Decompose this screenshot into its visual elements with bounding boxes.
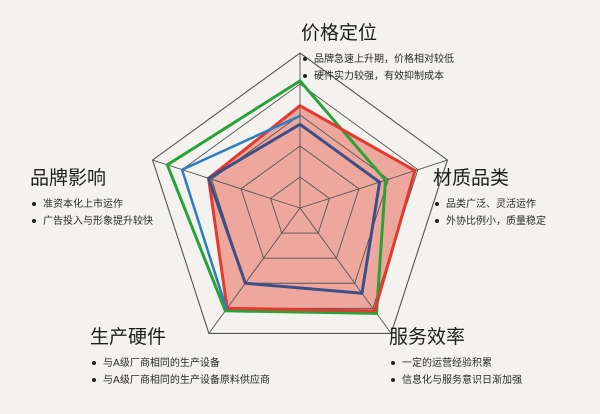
axis-spoke: [208, 207, 301, 334]
annotation-item: 与A级厂商相同的生产设备: [90, 355, 270, 372]
axis-spoke: [299, 159, 448, 209]
grid-ring: [240, 145, 360, 259]
annotation-item: 准资本化上市运作: [30, 196, 153, 213]
series-line: [206, 122, 382, 295]
annotation-item: 与A级厂商相同的生产设备原料供应商: [90, 372, 270, 389]
annotation-brand: 品牌影响 准资本化上市运作 广告投入与形象提升较快: [30, 163, 153, 230]
grid-ring: [269, 176, 331, 234]
annotation-title: 生产硬件: [90, 326, 167, 348]
series-area: [208, 105, 415, 311]
axis-spoke: [152, 159, 301, 209]
series-line: [206, 103, 417, 313]
annotation-hardware: 生产硬件 与A级厂商相同的生产设备 与A级厂商相同的生产设备原料供应商: [90, 322, 270, 389]
grid-ring: [151, 52, 449, 334]
annotation-item: 品牌急速上升期，价格相对较低: [301, 51, 454, 68]
annotation-title: 材质品类: [433, 167, 510, 189]
annotation-material: 材质品类 品类广泛、灵活运作 外协比例小，质量稳定: [433, 163, 546, 230]
annotation-title: 价格定位: [301, 22, 378, 44]
annotation-title: 品牌影响: [30, 167, 107, 189]
annotation-item: 品类广泛、灵活运作: [433, 196, 546, 213]
annotation-item: 一定的运营经验积累: [389, 355, 522, 372]
annotation-title: 服务效率: [389, 326, 466, 348]
annotation-item: 硬件实力较强，有效抑制成本: [301, 68, 454, 85]
annotation-service: 服务效率 一定的运营经验积累 信息化与服务意识日渐加强: [389, 322, 522, 389]
annotation-item: 信息化与服务意识日渐加强: [389, 372, 522, 389]
series-line: [180, 114, 301, 310]
annotation-item: 广告投入与形象提升较快: [30, 213, 153, 230]
annotation-price: 价格定位 品牌急速上升期，价格相对较低 硬件实力较强，有效抑制成本: [301, 18, 454, 85]
series-line: [165, 78, 388, 315]
annotation-item: 外协比例小，质量稳定: [433, 213, 546, 230]
